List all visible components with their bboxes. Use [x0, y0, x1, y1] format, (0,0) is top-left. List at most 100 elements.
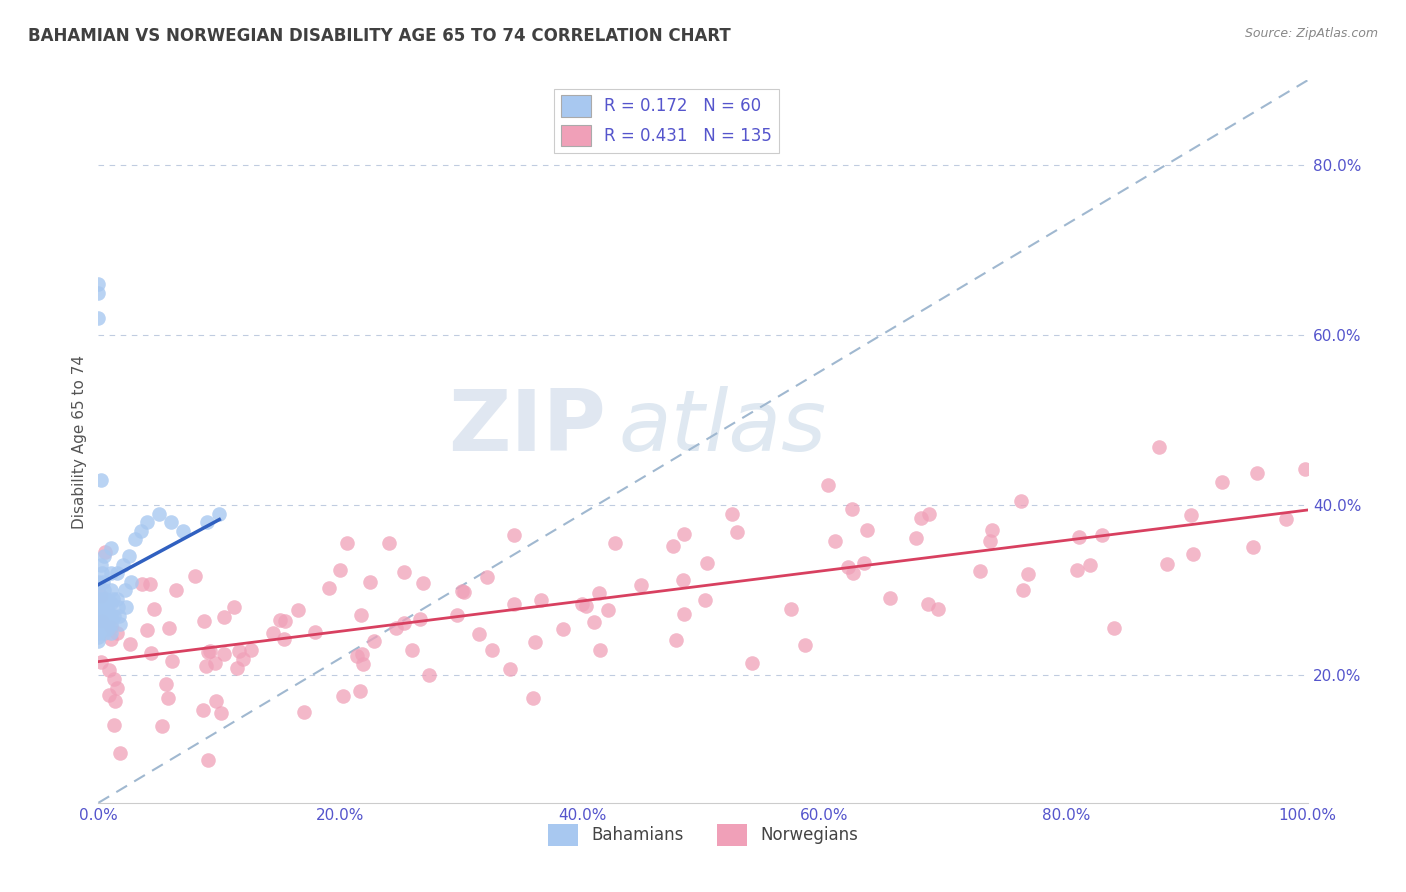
Point — [115, 600, 138, 615]
Point — [98, 689, 121, 703]
Point — [475, 570, 498, 584]
Point — [329, 563, 352, 577]
Text: BAHAMIAN VS NORWEGIAN DISABILITY AGE 65 TO 74 CORRELATION CHART: BAHAMIAN VS NORWEGIAN DISABILITY AGE 65 … — [28, 27, 731, 45]
Point — [824, 533, 846, 548]
Point — [104, 694, 127, 708]
Point — [228, 644, 250, 658]
Point — [100, 620, 122, 634]
Point — [1010, 494, 1032, 508]
Point — [418, 668, 440, 682]
Point — [503, 597, 526, 611]
Point — [105, 591, 128, 606]
Point — [87, 285, 110, 300]
Point — [90, 614, 112, 628]
Point — [292, 705, 315, 719]
Point — [837, 559, 859, 574]
Point — [1275, 511, 1298, 525]
Point — [120, 574, 142, 589]
Point — [160, 654, 183, 668]
Point — [741, 657, 763, 671]
Point — [105, 626, 128, 640]
Point — [136, 623, 159, 637]
Point — [980, 524, 1002, 538]
Point — [588, 586, 610, 600]
Text: Source: ZipAtlas.com: Source: ZipAtlas.com — [1244, 27, 1378, 40]
Point — [224, 599, 246, 614]
Point — [191, 703, 214, 717]
Point — [1181, 547, 1204, 561]
Point — [100, 566, 122, 581]
Point — [523, 635, 546, 649]
Point — [1012, 583, 1035, 598]
Point — [467, 627, 489, 641]
Point — [87, 625, 110, 640]
Point — [197, 644, 219, 658]
Point — [96, 617, 118, 632]
Point — [1102, 621, 1125, 635]
Point — [672, 574, 695, 588]
Point — [551, 622, 574, 636]
Point — [927, 602, 949, 616]
Point — [212, 609, 235, 624]
Point — [499, 662, 522, 676]
Point — [918, 507, 941, 521]
Point — [91, 600, 114, 615]
Point — [90, 558, 112, 572]
Point — [598, 602, 620, 616]
Point — [1180, 508, 1202, 523]
Point — [392, 615, 415, 630]
Point — [853, 557, 876, 571]
Point — [152, 719, 174, 733]
Point — [842, 566, 865, 581]
Point — [87, 608, 110, 623]
Point — [87, 613, 110, 627]
Point — [160, 516, 183, 530]
Point — [481, 643, 503, 657]
Point — [841, 502, 863, 516]
Point — [87, 574, 110, 589]
Point — [879, 591, 901, 605]
Point — [87, 617, 110, 632]
Point — [93, 625, 115, 640]
Point — [1017, 567, 1039, 582]
Point — [198, 643, 221, 657]
Point — [1067, 530, 1090, 544]
Point — [979, 534, 1001, 549]
Point — [131, 576, 153, 591]
Point — [304, 625, 326, 640]
Point — [332, 689, 354, 703]
Point — [204, 656, 226, 670]
Point — [87, 622, 110, 636]
Point — [721, 508, 744, 522]
Point — [209, 706, 232, 721]
Point — [1241, 540, 1264, 554]
Point — [98, 613, 121, 627]
Point — [157, 621, 180, 635]
Point — [90, 600, 112, 615]
Point — [378, 536, 401, 550]
Point — [93, 583, 115, 598]
Point — [107, 600, 129, 615]
Point — [97, 663, 120, 677]
Point — [917, 598, 939, 612]
Point — [969, 564, 991, 578]
Point — [582, 615, 605, 630]
Point — [108, 617, 131, 632]
Point — [1147, 440, 1170, 454]
Point — [93, 549, 115, 564]
Point — [114, 583, 136, 598]
Point — [97, 622, 120, 636]
Point — [232, 651, 254, 665]
Point — [725, 524, 748, 539]
Point — [93, 608, 115, 623]
Point — [90, 589, 112, 603]
Point — [1294, 462, 1316, 476]
Point — [100, 608, 122, 623]
Point — [91, 591, 114, 606]
Point — [100, 617, 122, 632]
Point — [157, 691, 180, 706]
Text: atlas: atlas — [619, 385, 827, 468]
Point — [103, 608, 125, 623]
Point — [359, 575, 381, 590]
Point — [165, 583, 187, 598]
